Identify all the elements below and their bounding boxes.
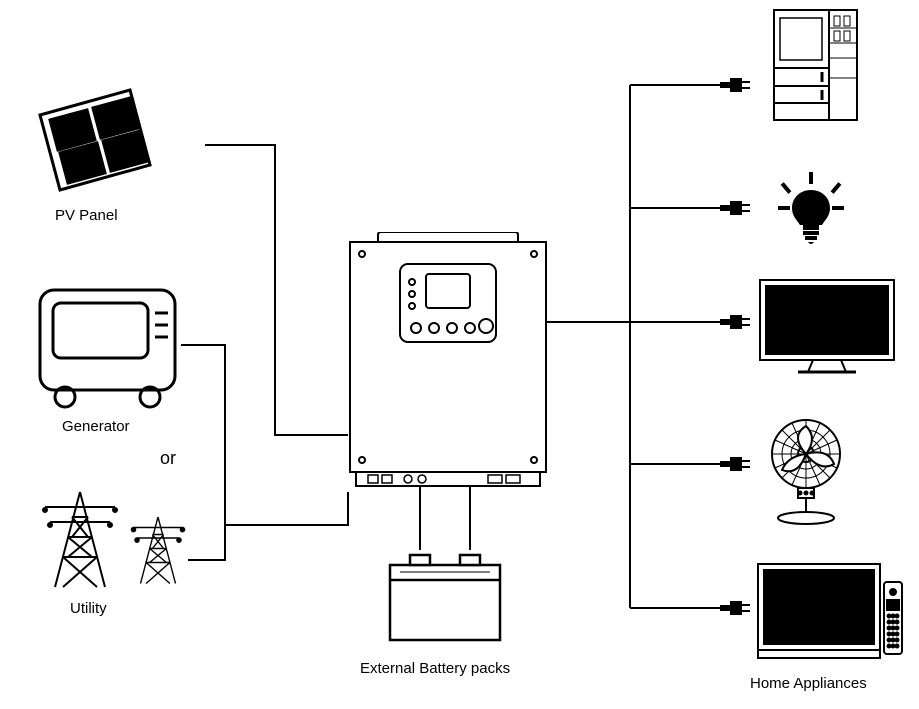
utility-label: Utility xyxy=(70,600,107,617)
generator-icon xyxy=(35,285,180,410)
bulb-icon xyxy=(778,172,844,246)
pv-panel-label: PV Panel xyxy=(55,207,118,224)
generator-label: Generator xyxy=(62,418,130,435)
battery-icon xyxy=(385,550,505,645)
pv-panel-icon xyxy=(35,85,155,195)
diagram-canvas: PV Panel Generator or Utility xyxy=(0,0,919,709)
fan-icon xyxy=(760,418,852,526)
or-label: or xyxy=(160,448,176,469)
inverter-icon xyxy=(348,232,548,490)
monitor-icon xyxy=(756,562,904,662)
utility-icon xyxy=(40,482,190,592)
fridge-icon xyxy=(772,8,860,123)
tv-icon xyxy=(758,278,896,376)
battery-label: External Battery packs xyxy=(360,660,510,677)
appliances-label: Home Appliances xyxy=(750,675,867,692)
